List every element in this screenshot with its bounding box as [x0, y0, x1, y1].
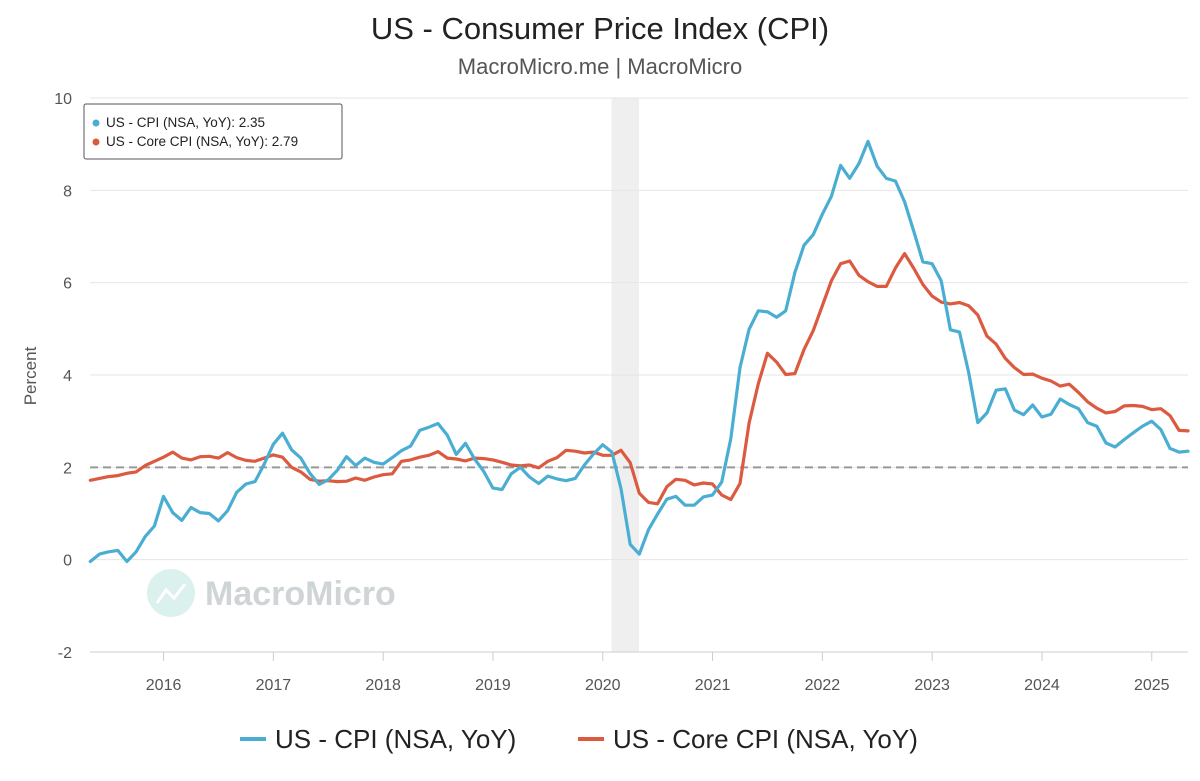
legend-item-core-cpi[interactable]: US - Core CPI (NSA, YoY) [578, 724, 918, 754]
y-axis-ticks: -2 0 2 4 6 8 10 [54, 91, 72, 662]
y-tick-label: -2 [58, 645, 72, 662]
x-tick-label: 2023 [914, 677, 950, 694]
y-tick-label: 2 [63, 460, 72, 477]
y-tick-label: 10 [54, 91, 72, 108]
y-tick-label: 4 [63, 368, 72, 385]
tooltip-core-cpi-marker [92, 138, 100, 146]
legend-item-cpi[interactable]: US - CPI (NSA, YoY) [240, 724, 516, 754]
x-tick-label: 2025 [1134, 677, 1170, 694]
chart-subtitle: MacroMicro.me | MacroMicro [458, 54, 742, 79]
series-line-core-cpi [88, 252, 1190, 506]
legend-label-core-cpi: US - Core CPI (NSA, YoY) [613, 724, 918, 754]
y-axis-title: Percent [21, 346, 40, 405]
x-tick-label: 2016 [146, 677, 182, 694]
tooltip: US - CPI (NSA, YoY): 2.35 US - Core CPI … [83, 103, 343, 160]
x-tick-label: 2019 [475, 677, 511, 694]
watermark-text: MacroMicro [205, 575, 396, 613]
tooltip-cpi-marker [92, 119, 100, 127]
tooltip-cpi-label: US - CPI (NSA, YoY): 2.35 [106, 115, 265, 130]
x-tick-label: 2018 [365, 677, 401, 694]
x-tick-label: 2021 [695, 677, 731, 694]
x-tick-label: 2017 [256, 677, 292, 694]
tooltip-core-cpi-label: US - Core CPI (NSA, YoY): 2.79 [106, 134, 298, 149]
watermark: MacroMicro [147, 569, 396, 617]
y-tick-label: 8 [63, 183, 72, 200]
y-tick-label: 6 [63, 276, 72, 293]
x-tick-label: 2022 [805, 677, 841, 694]
series-lines [88, 139, 1190, 564]
x-tick-label: 2020 [585, 677, 621, 694]
legend[interactable]: US - CPI (NSA, YoY) US - Core CPI (NSA, … [240, 724, 918, 754]
x-axis-ticks: 2016 2017 2018 2019 2020 2021 2022 2023 2024 2025 [90, 651, 1188, 694]
y-tick-label: 0 [63, 553, 72, 570]
watermark-logo-line [155, 583, 187, 604]
series-line-cpi [88, 139, 1190, 564]
chart-title: US - Consumer Price Index (CPI) [371, 11, 829, 46]
x-tick-label: 2024 [1024, 677, 1060, 694]
legend-label-cpi: US - CPI (NSA, YoY) [275, 724, 516, 754]
tooltip-box [83, 103, 343, 160]
